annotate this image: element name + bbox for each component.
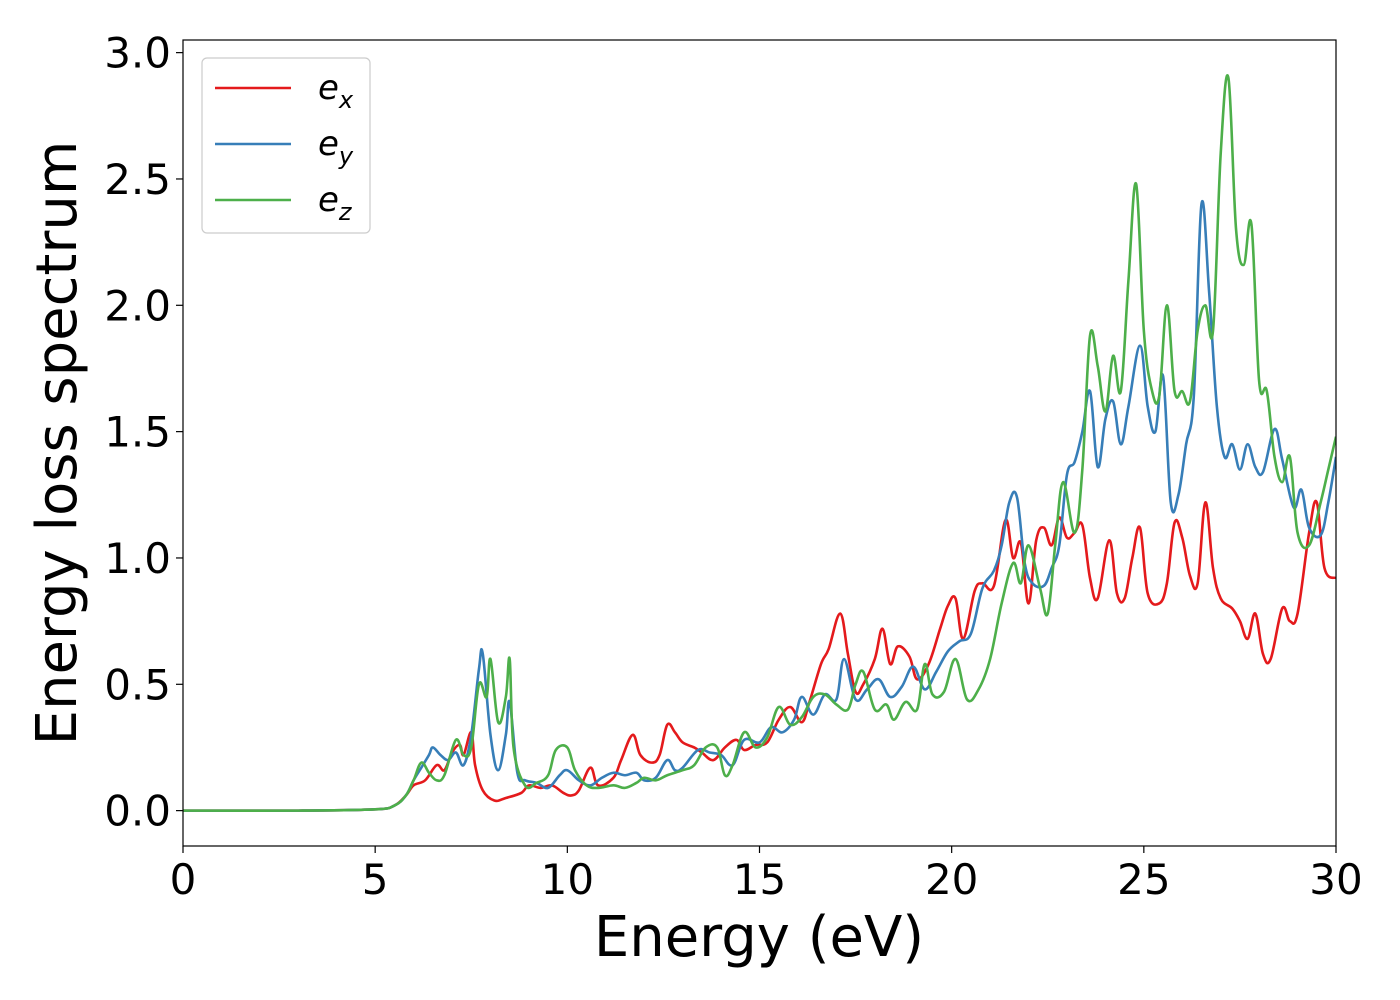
y-tick-label: 1.0 xyxy=(104,534,171,583)
y-axis: 0.0 0.5 1.0 1.5 2.0 2.5 3.0 xyxy=(104,29,183,836)
y-tick-label: 2.5 xyxy=(104,155,171,204)
x-tick-label: 25 xyxy=(1117,855,1170,904)
y-tick-label: 3.0 xyxy=(104,29,171,78)
legend-box xyxy=(201,57,371,234)
x-tick-label: 30 xyxy=(1309,855,1362,904)
x-axis-title: Energy (eV) xyxy=(594,905,924,970)
y-tick-label: 0.5 xyxy=(104,660,171,709)
x-tick-label: 5 xyxy=(362,855,389,904)
legend-label-base: e xyxy=(318,124,339,164)
legend-label-subscript: y xyxy=(338,142,354,170)
series-line-y xyxy=(183,200,1336,813)
legend-label-x: ex xyxy=(318,68,354,114)
plot-area xyxy=(183,40,1336,846)
legend-label-y: ey xyxy=(318,124,354,170)
x-tick-label: 10 xyxy=(541,855,594,904)
x-tick-label: 0 xyxy=(170,855,197,904)
legend-label-z: ez xyxy=(318,180,353,226)
x-axis: 0 5 10 15 20 25 30 xyxy=(170,846,1363,904)
y-tick-label: 2.0 xyxy=(104,281,171,330)
legend-label-subscript: z xyxy=(338,198,353,226)
legend-label-subscript: x xyxy=(338,86,354,114)
x-tick-label: 15 xyxy=(733,855,786,904)
series-layer xyxy=(183,74,1336,813)
y-tick-label: 0.0 xyxy=(104,787,171,836)
series-line-z xyxy=(183,74,1336,813)
y-tick-label: 1.5 xyxy=(104,408,171,457)
legend-label-base: e xyxy=(318,180,339,220)
x-tick-label: 20 xyxy=(925,855,978,904)
y-axis-title: Energy loss spectrum xyxy=(25,141,90,746)
legend-label-base: e xyxy=(318,68,339,108)
